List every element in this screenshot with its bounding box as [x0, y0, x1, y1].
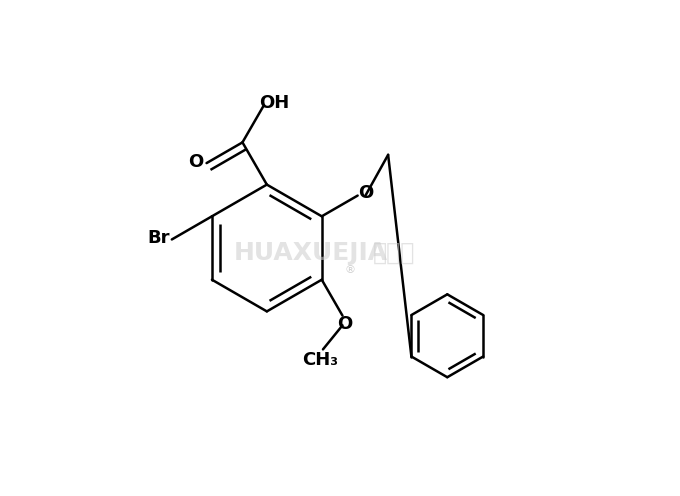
Text: CH₃: CH₃ — [303, 351, 339, 369]
Text: O: O — [358, 184, 373, 202]
Text: ®: ® — [344, 265, 355, 275]
Text: HUAXUEJIA: HUAXUEJIA — [234, 241, 388, 265]
Text: OH: OH — [259, 94, 289, 112]
Text: Br: Br — [147, 230, 169, 248]
Text: 化学加: 化学加 — [373, 241, 415, 265]
Text: O: O — [337, 315, 352, 333]
Text: O: O — [188, 153, 203, 171]
